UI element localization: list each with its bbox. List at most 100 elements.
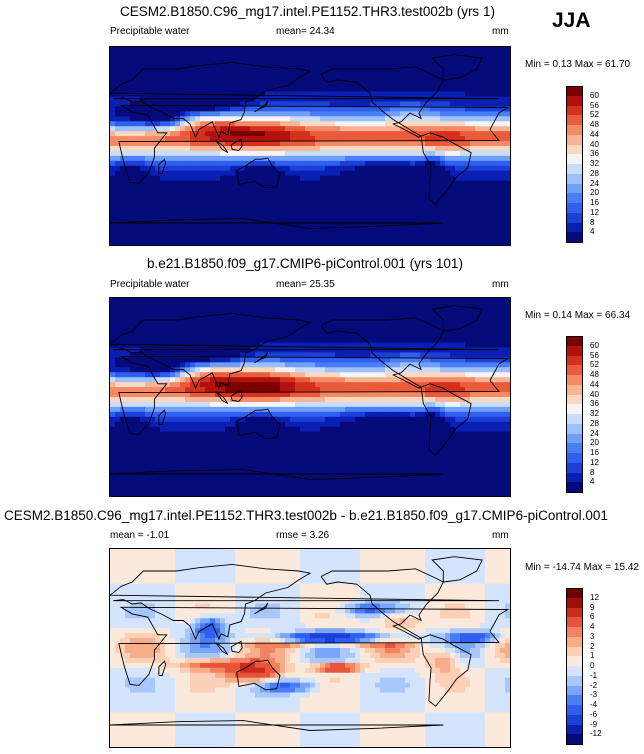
field-cell [355, 126, 361, 132]
field-cell [455, 106, 461, 112]
field-cell [175, 327, 181, 334]
field-cell [295, 307, 301, 314]
field-cell [150, 205, 156, 211]
field-cell [500, 307, 506, 314]
field-cell [125, 175, 131, 182]
field-cell [310, 146, 316, 152]
field-cell [215, 327, 221, 334]
field-cell [330, 185, 336, 191]
field-cell [350, 327, 356, 334]
field-cell [170, 180, 176, 186]
field-cell [245, 170, 251, 177]
field-cell [315, 146, 321, 152]
field-cell [350, 205, 356, 211]
field-cell [225, 225, 231, 231]
field-cell [490, 210, 496, 216]
field-cell [170, 126, 176, 132]
field-cell [235, 76, 241, 83]
field-cell [290, 160, 296, 167]
field-cell [155, 116, 161, 122]
field-cell [355, 101, 361, 107]
field-cell [245, 342, 251, 348]
field-cell [380, 387, 386, 393]
field-cell [190, 47, 196, 53]
field-cell [370, 322, 376, 329]
field-cell [480, 397, 486, 403]
field-cell [220, 165, 226, 172]
field-cell [180, 352, 186, 358]
field-cell [330, 210, 336, 216]
field-cell [385, 312, 391, 319]
field-cell [480, 342, 486, 348]
coastline [236, 157, 281, 189]
field-cell [270, 235, 276, 241]
field-cell [110, 106, 116, 112]
field-cell [235, 155, 241, 162]
field-cell [380, 210, 386, 216]
field-cell [460, 47, 466, 53]
field-cell [290, 215, 296, 221]
field-cell [155, 175, 161, 182]
field-cell [495, 302, 501, 309]
field-cell [220, 150, 226, 157]
field-cell [230, 210, 236, 216]
field-cell [110, 215, 116, 221]
field-cell [450, 56, 456, 63]
field-cell [190, 307, 196, 314]
field-cell [220, 377, 226, 383]
field-cell [120, 312, 126, 319]
field-cell [150, 377, 156, 383]
field-cell [320, 337, 326, 343]
field-cell [120, 322, 126, 329]
field-cell [145, 215, 151, 221]
field-cell [120, 377, 126, 383]
field-cell [245, 56, 251, 63]
field-cell [210, 362, 216, 368]
field-cell [250, 170, 256, 177]
field-cell [360, 66, 366, 73]
field-cell [455, 307, 461, 314]
field-cell [450, 185, 456, 191]
field-cell [215, 362, 221, 368]
field-cell [215, 205, 221, 211]
field-cell [495, 165, 501, 172]
field-cell [145, 397, 151, 403]
field-cell [505, 235, 510, 241]
field-cell [425, 150, 431, 157]
field-cell [315, 205, 321, 211]
field-cell [160, 131, 166, 137]
field-cell [390, 230, 396, 236]
field-cell [375, 302, 381, 309]
field-cell [305, 56, 311, 63]
field-cell [350, 81, 356, 87]
field-cell [110, 131, 116, 137]
field-cell [155, 76, 161, 83]
field-cell [235, 312, 241, 319]
field-cell [505, 150, 510, 157]
field-cell [255, 195, 261, 201]
field-cell [345, 121, 351, 127]
field-cell [495, 298, 501, 304]
field-cell [280, 131, 286, 137]
field-cell [175, 225, 181, 231]
field-cell [350, 298, 356, 304]
field-cell [335, 215, 341, 221]
field-cell [135, 91, 141, 97]
field-cell [285, 91, 291, 97]
field-cell [165, 215, 171, 221]
field-cell [440, 382, 446, 388]
field-cell [325, 205, 331, 211]
field-cell [340, 352, 346, 358]
field-cell [110, 362, 116, 368]
field-cell [470, 337, 476, 343]
field-cell [150, 126, 156, 132]
field-cell [320, 342, 326, 348]
field-cell [225, 47, 231, 53]
field-cell [250, 377, 256, 383]
field-cell [350, 141, 356, 147]
field-cell [150, 190, 156, 196]
field-cell [390, 106, 396, 112]
field-cell [370, 312, 376, 319]
field-cell [315, 155, 321, 162]
field-cell [120, 210, 126, 216]
